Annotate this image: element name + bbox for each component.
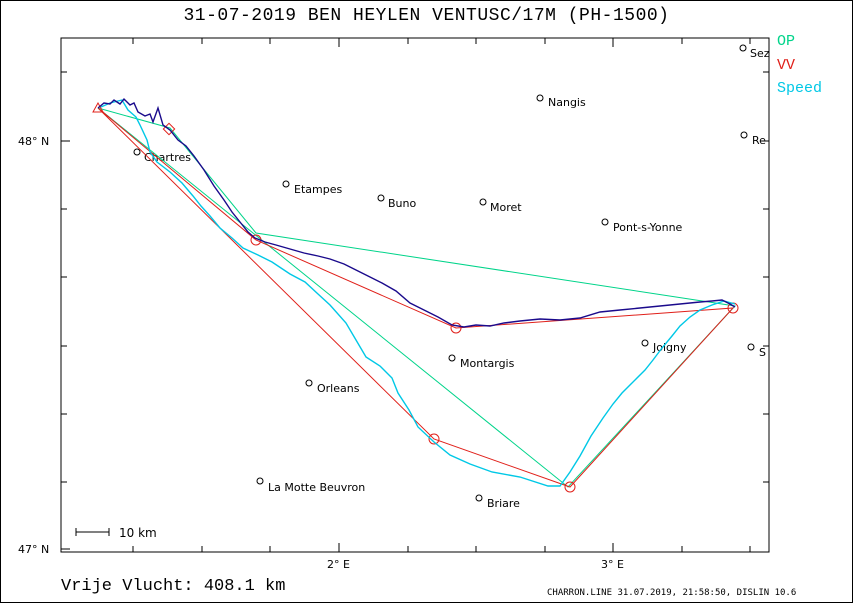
place-briare: Briare [487,497,520,510]
place-buno: Buno [388,197,416,210]
scale-label: 10 km [119,526,157,540]
lon-label-left: 2° E [327,558,350,571]
place-re: Re [752,134,766,147]
place-orleans: Orleans [317,382,360,395]
speed-track [100,99,736,487]
place-markers: Chartres Etampes Buno Moret Nangis Pont-… [133,44,770,510]
legend-speed: Speed [777,80,823,97]
lat-label-bottom: 47° N [18,543,49,556]
top-ticks [132,38,751,47]
left-ticks [61,71,70,550]
scale-bar: 10 km [75,526,157,540]
legend-vv: VV [777,57,796,74]
place-etampes: Etampes [294,183,342,196]
lat-label-top: 48° N [18,135,49,148]
place-joigny: Joigny [652,341,687,354]
place-montargis: Montargis [460,357,515,370]
place-la-motte-beuvron: La Motte Beuvron [268,481,365,494]
chart-title: 31-07-2019 BEN HEYLEN VENTUSC/17M (PH-15… [183,6,670,26]
map-area [60,37,770,553]
place-pont-s-yonne: Pont-s-Yonne [613,221,683,234]
legend-op: OP [777,33,796,50]
vv-task-line [97,107,735,488]
place-nangis: Nangis [548,96,586,109]
distance-label: Vrije Vlucht: 408.1 km [61,577,286,596]
footer-info: CHARRON.LINE 31.07.2019, 21:58:50, DISLI… [547,588,797,598]
right-ticks [760,71,769,483]
flight-track [97,97,736,328]
place-s: S [759,346,766,359]
place-sez: Sez [750,47,770,60]
lon-label-right: 3° E [601,558,624,571]
op-task-line [97,107,737,488]
bottom-ticks [132,543,751,552]
place-moret: Moret [490,201,522,214]
